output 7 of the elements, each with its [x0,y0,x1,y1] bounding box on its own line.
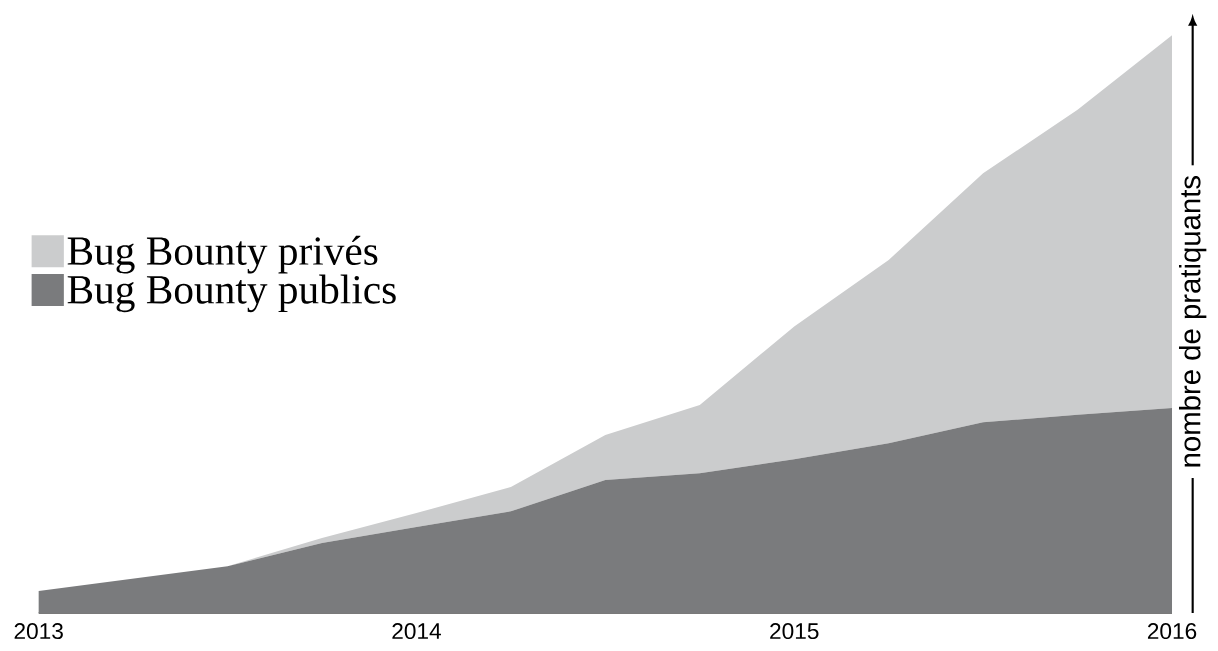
x-tick-label: 2016 [1147,623,1197,640]
legend-label: Bug Bounty privés [67,235,378,274]
x-tick-label: 2015 [770,623,819,640]
x-tick-label: 2014 [392,623,441,640]
y-axis-title: nombre de pratiquants [1178,176,1207,467]
legend-label: Bug Bounty publics [67,274,396,313]
x-tick-label: 2013 [14,623,63,640]
